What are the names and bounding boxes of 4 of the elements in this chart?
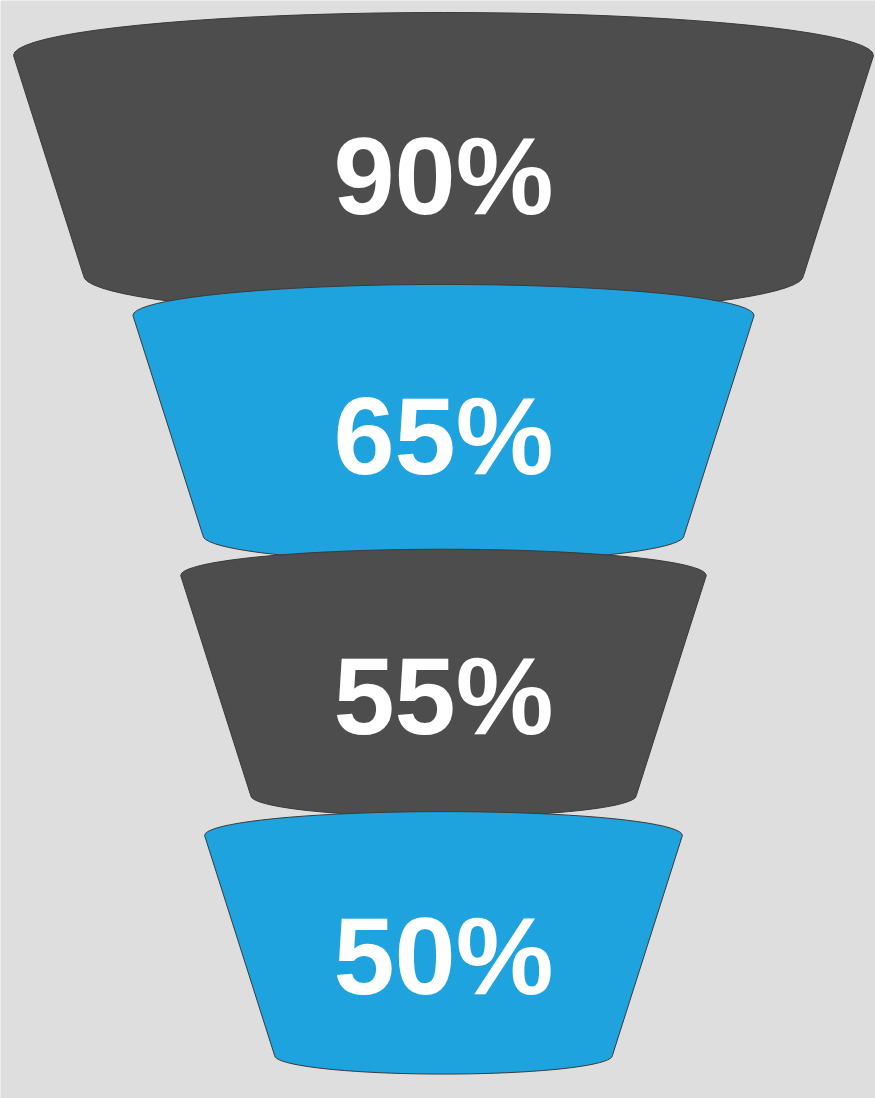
data-label: 55% xyxy=(333,634,554,757)
data-label: 90% xyxy=(333,114,554,237)
data-label: 65% xyxy=(333,374,554,497)
data-label: 50% xyxy=(333,894,554,1017)
